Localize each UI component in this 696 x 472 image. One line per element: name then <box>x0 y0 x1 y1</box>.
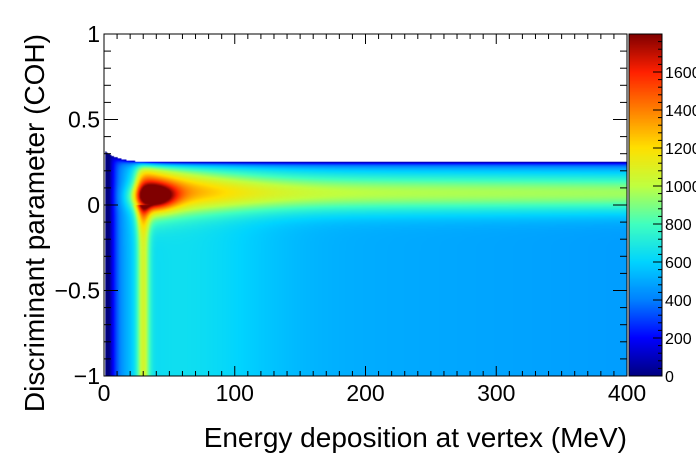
y-axis-ticks <box>104 33 627 377</box>
x-axis-ticks <box>103 34 628 376</box>
x-tick-label: 300 <box>477 380 515 406</box>
y-axis-tick-labels: −1 −0.5 0 0.5 1 <box>55 21 100 389</box>
colorbar-tick-label: 800 <box>665 217 692 234</box>
x-axis-tick-labels: 0 100 200 300 400 <box>98 380 647 406</box>
x-tick-label: 400 <box>608 380 646 406</box>
colorbar-tick-label: 0 <box>665 369 674 386</box>
x-tick-label: 0 <box>98 380 111 406</box>
colorbar-tick-label: 600 <box>665 255 692 272</box>
x-axis-title: Energy deposition at vertex (MeV) <box>204 422 627 453</box>
y-tick-label: 0.5 <box>68 107 100 133</box>
colorbar-tick-label: 400 <box>665 293 692 310</box>
y-tick-label: −0.5 <box>55 278 100 304</box>
y-tick-label: −1 <box>74 363 100 389</box>
colorbar-frame <box>628 33 663 377</box>
colorbar-gradient <box>629 34 662 376</box>
y-tick-label: 0 <box>87 192 100 218</box>
y-axis-title: Discriminant parameter (COH) <box>19 34 50 412</box>
y-tick-label: 1 <box>87 21 100 47</box>
colorbar-tick-label: 1400 <box>665 103 696 120</box>
colorbar-tick-label: 1600 <box>665 65 696 82</box>
heatmap-cells <box>104 34 627 376</box>
colorbar-tick-label: 200 <box>665 331 692 348</box>
colorbar-tick-label: 1200 <box>665 141 696 158</box>
x-tick-label: 100 <box>216 380 254 406</box>
colorbar-tick-labels: 0 200 400 600 800 1000 1200 1400 1600 <box>665 65 696 386</box>
colorbar-ticks <box>653 33 662 377</box>
x-tick-label: 200 <box>346 380 384 406</box>
colorbar-tick-label: 1000 <box>665 179 696 196</box>
